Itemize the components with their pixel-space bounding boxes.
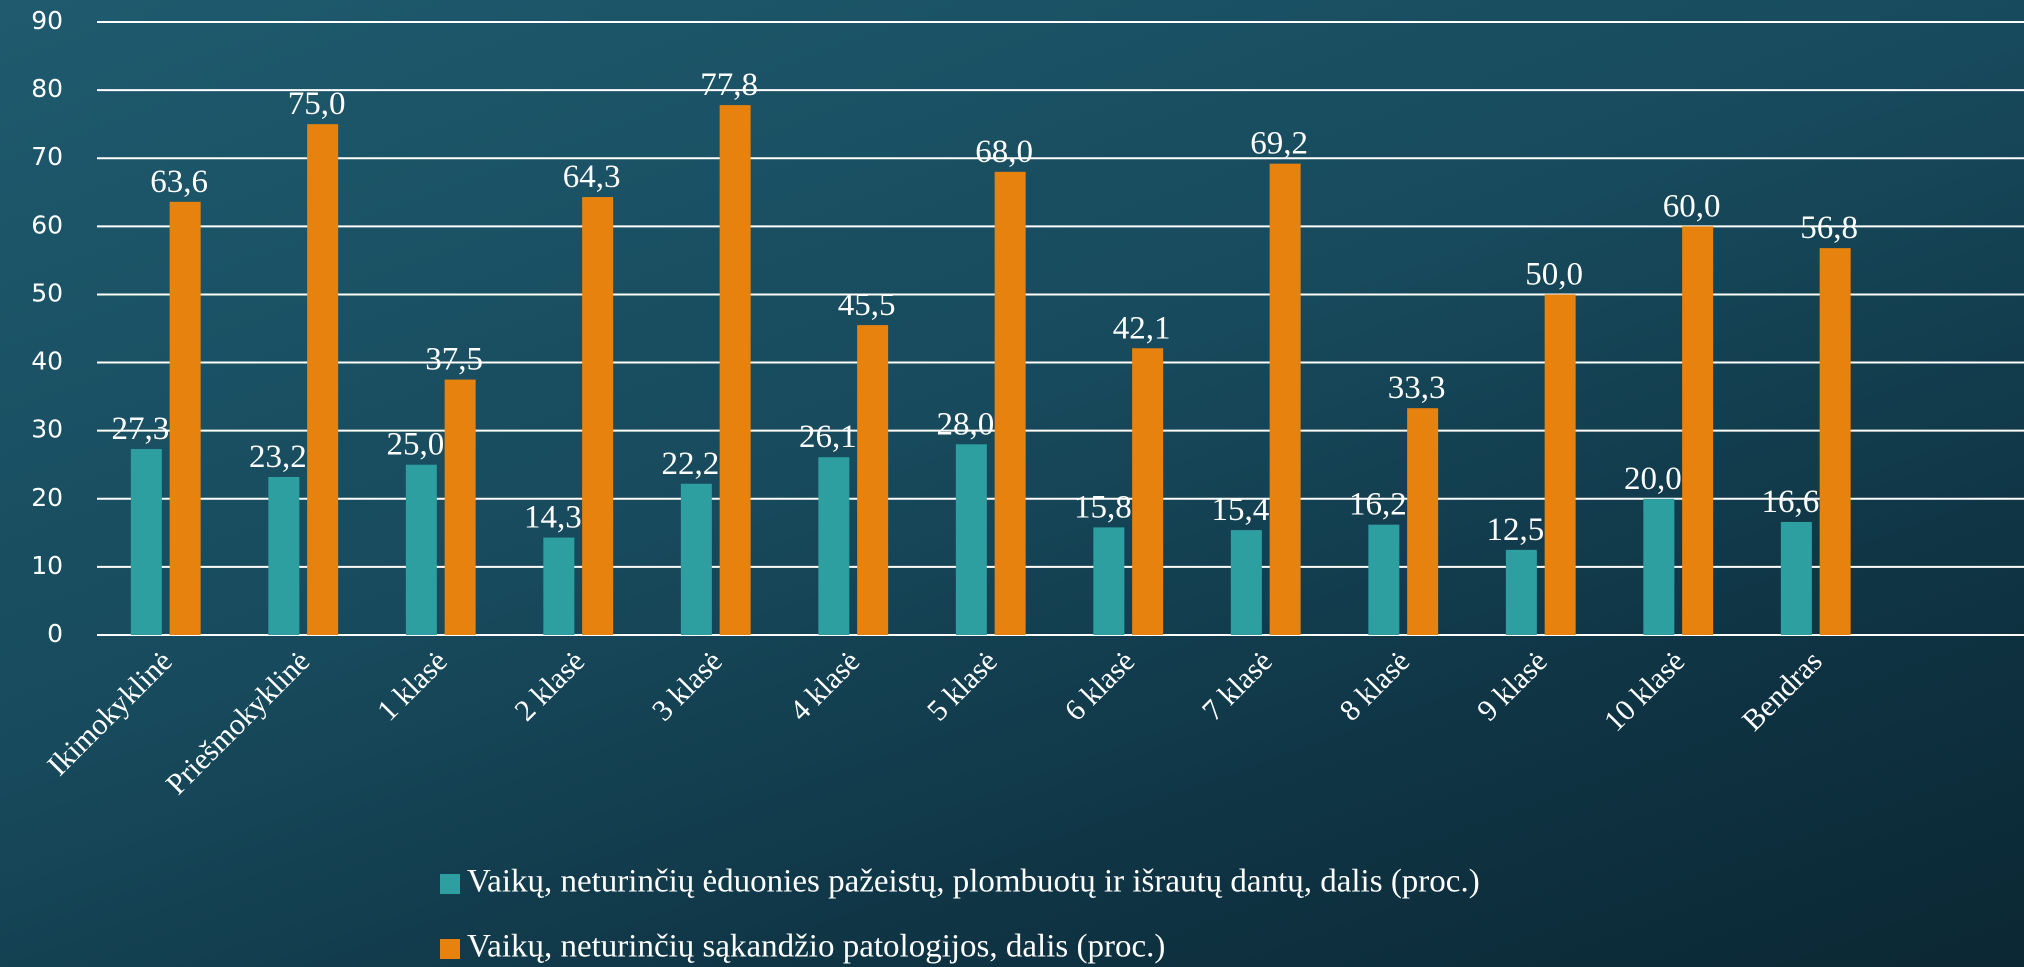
value-label: 15,8 <box>1074 489 1132 525</box>
x-tick-label: Ikimokyklinė <box>41 645 179 783</box>
y-tick-label: 10 <box>31 551 63 580</box>
value-label: 20,0 <box>1624 461 1682 497</box>
y-tick-label: 40 <box>31 347 63 376</box>
value-label: 42,1 <box>1113 310 1171 346</box>
bar <box>1407 408 1439 635</box>
value-label: 37,5 <box>425 342 483 378</box>
x-tick-label: 9 klasė <box>1471 645 1554 728</box>
y-tick-label: 60 <box>31 210 63 239</box>
bar <box>1269 163 1301 635</box>
x-tick-label: 5 klasė <box>921 645 1004 728</box>
value-label: 50,0 <box>1525 256 1583 292</box>
value-label: 12,5 <box>1486 512 1544 548</box>
bar <box>857 325 889 635</box>
bar <box>543 537 575 635</box>
bar <box>1230 530 1262 635</box>
bar <box>719 105 751 635</box>
legend-label: Vaikų, neturinčių sąkandžio patologijos,… <box>467 929 1165 965</box>
value-label: 45,5 <box>838 287 896 323</box>
x-tick-label: 2 klasė <box>508 645 591 728</box>
value-label: 64,3 <box>563 159 621 195</box>
x-tick-label: 7 klasė <box>1196 645 1279 728</box>
y-tick-label: 0 <box>47 619 63 648</box>
value-label: 56,8 <box>1800 210 1858 246</box>
x-tick-label: 8 klasė <box>1333 645 1416 728</box>
x-tick-label: 1 klasė <box>371 645 454 728</box>
bar <box>818 457 850 635</box>
value-label: 16,2 <box>1349 487 1407 523</box>
y-tick-label: 20 <box>31 483 63 512</box>
legend-label: Vaikų, neturinčių ėduonies pažeistų, plo… <box>467 864 1480 900</box>
bar <box>1819 248 1851 635</box>
value-label: 75,0 <box>288 86 346 122</box>
bar <box>1505 549 1537 635</box>
bar <box>1132 348 1164 635</box>
bar <box>307 124 339 636</box>
x-tick-label: 4 klasė <box>783 645 866 728</box>
x-tick-label: 6 klasė <box>1058 645 1141 728</box>
value-label: 28,0 <box>936 406 994 442</box>
y-tick-label: 50 <box>31 278 63 307</box>
bar <box>268 476 300 635</box>
y-tick-label: 30 <box>31 415 63 444</box>
bar <box>130 449 162 635</box>
bar <box>1643 498 1675 635</box>
y-tick-label: 80 <box>31 74 63 103</box>
value-label: 26,1 <box>799 419 857 455</box>
bar <box>1544 294 1576 635</box>
x-tick-label: Priešmokyklinė <box>160 645 317 802</box>
value-label: 23,2 <box>249 439 307 475</box>
legend-swatch <box>440 874 460 894</box>
bar <box>1682 226 1714 636</box>
value-label: 15,4 <box>1211 492 1269 528</box>
bar <box>405 464 437 635</box>
bar <box>169 201 201 635</box>
x-tick-label: 3 klasė <box>646 645 729 728</box>
bar <box>444 379 476 635</box>
value-label: 14,3 <box>524 500 582 536</box>
value-label: 77,8 <box>700 67 758 103</box>
value-label: 60,0 <box>1663 188 1721 224</box>
y-tick-label: 70 <box>31 142 63 171</box>
bar <box>994 171 1026 635</box>
value-label: 27,3 <box>111 411 169 447</box>
bar <box>1368 524 1400 635</box>
x-tick-label: Bendras <box>1736 645 1829 738</box>
value-label: 22,2 <box>661 446 719 482</box>
bar <box>955 444 987 635</box>
bar <box>582 197 614 635</box>
value-label: 69,2 <box>1250 126 1308 162</box>
value-label: 68,0 <box>975 134 1033 170</box>
bar <box>1093 527 1125 635</box>
y-tick-label: 90 <box>31 6 63 35</box>
value-label: 25,0 <box>386 427 444 463</box>
value-label: 63,6 <box>150 164 208 200</box>
bar <box>1780 521 1812 635</box>
bar <box>680 483 712 635</box>
x-tick-label: 10 klasė <box>1598 645 1691 738</box>
value-label: 16,6 <box>1761 484 1819 520</box>
legend-swatch <box>440 939 460 959</box>
value-label: 33,3 <box>1388 370 1446 406</box>
